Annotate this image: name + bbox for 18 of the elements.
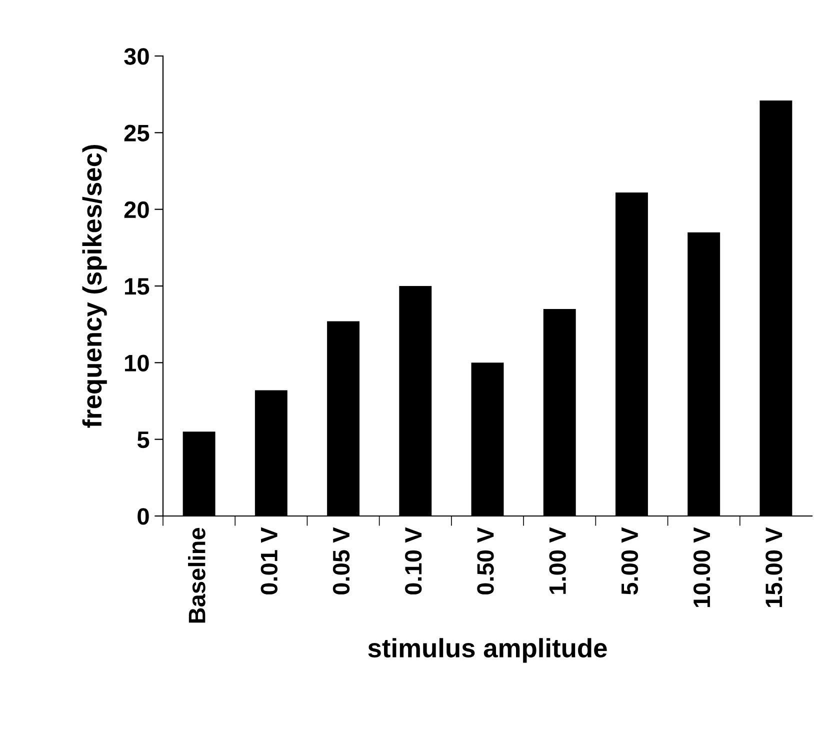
y-tick-label: 5 (137, 432, 150, 448)
y-tick-label: 20 (124, 201, 149, 218)
x-tick-label: 1.00 V (549, 527, 566, 594)
x-tick-label: 0.50 V (477, 527, 494, 594)
y-axis-title: frequency (spikes/sec) (82, 145, 107, 428)
x-tick-label: 15.00 V (766, 527, 782, 608)
x-axis-title: stimulus amplitude (368, 638, 607, 663)
y-tick-label: 25 (124, 124, 150, 142)
x-tick-label: 0.05 V (332, 527, 350, 594)
x-tick-label: 0.01 V (260, 527, 278, 594)
y-tick-label: 10 (125, 354, 149, 372)
x-tick-label: 0.10 V (405, 527, 422, 594)
y-tick-label: 30 (124, 48, 149, 65)
x-tick-label: 5.00 V (621, 527, 638, 595)
x-tick-label: Baseline (188, 528, 206, 623)
y-tick-label: 15 (125, 278, 150, 295)
y-tick-label: 0 (138, 508, 149, 525)
x-tick-label: 10.00 V (693, 527, 710, 608)
